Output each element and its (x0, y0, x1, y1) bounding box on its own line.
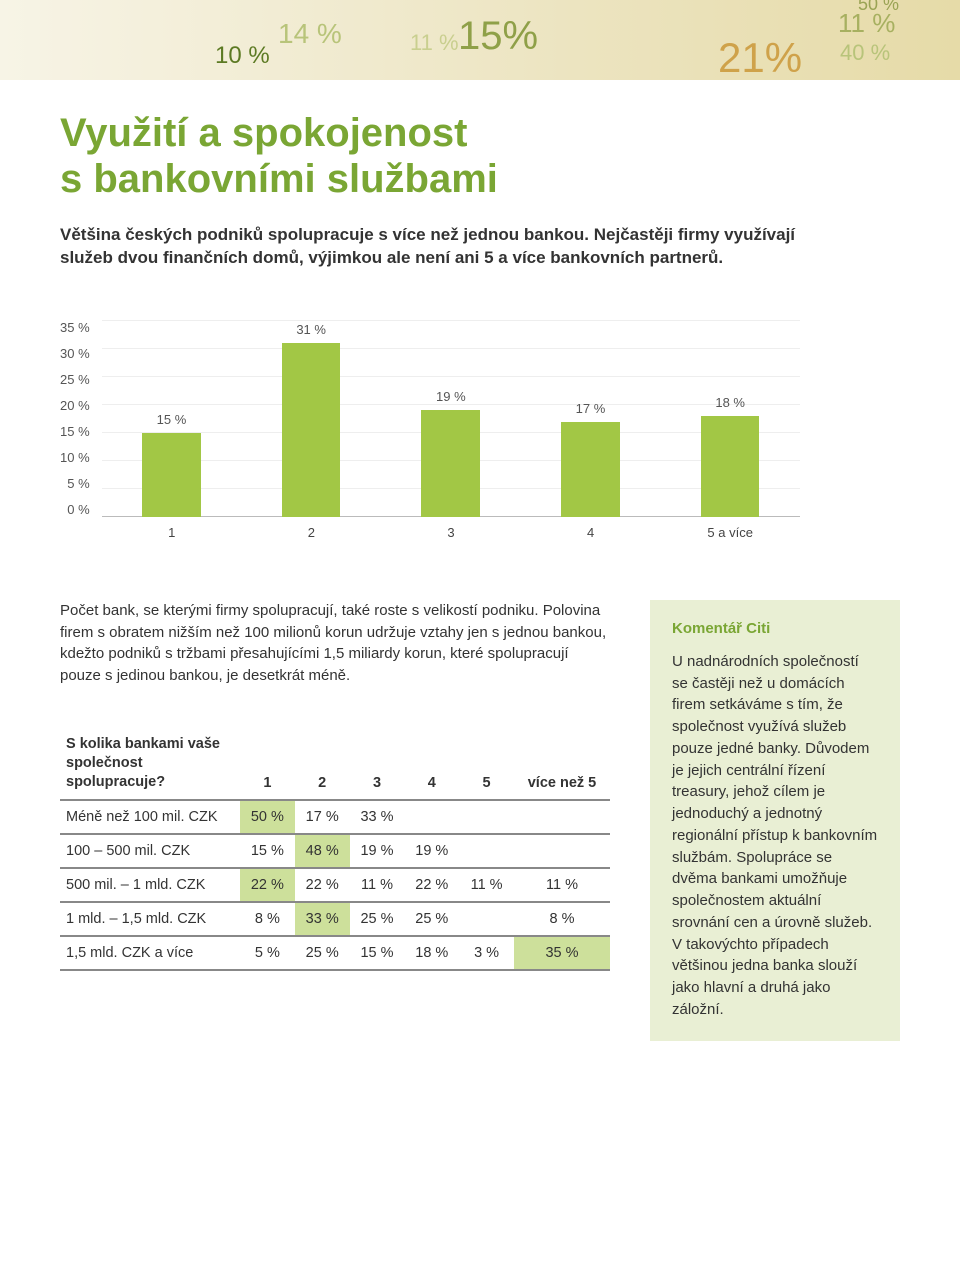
table-cell: 8 % (240, 902, 295, 936)
chart-y-tick: 25 % (60, 372, 90, 387)
table-row-label: 1,5 mld. CZK a více (60, 936, 240, 970)
table-cell: 48 % (295, 834, 350, 868)
table-row-label: 500 mil. – 1 mld. CZK (60, 868, 240, 902)
table-cell (404, 800, 459, 834)
table-cell: 35 % (514, 936, 610, 970)
table-cell: 11 % (350, 868, 405, 902)
chart-y-tick: 20 % (60, 398, 90, 413)
content-columns: Počet bank, se kterými firmy spolupracuj… (60, 600, 900, 1041)
chart-bar-value: 31 % (296, 322, 326, 337)
table-cell: 5 % (240, 936, 295, 970)
chart-x-tick: 3 (381, 525, 521, 540)
chart-bar-value: 19 % (436, 389, 466, 404)
chart-y-tick: 0 % (67, 502, 89, 517)
page-content: Využití a spokojenosts bankovními služba… (0, 80, 960, 1101)
table-cell: 33 % (350, 800, 405, 834)
table-row-label: Méně než 100 mil. CZK (60, 800, 240, 834)
chart-bar-column: 31 % (269, 322, 353, 517)
table-row-label: 1 mld. – 1,5 mld. CZK (60, 902, 240, 936)
chart-bar-column: 15 % (130, 412, 214, 517)
chart-x-tick: 1 (102, 525, 242, 540)
chart-y-tick: 5 % (67, 476, 89, 491)
table-row: 1 mld. – 1,5 mld. CZK8 %33 %25 %25 %8 % (60, 902, 610, 936)
comment-body: U nadnárodních společností se častěji ne… (672, 651, 878, 1021)
table-cell (514, 834, 610, 868)
chart-bar (282, 343, 341, 517)
table-column-header: 2 (295, 727, 350, 801)
table-cell: 18 % (404, 936, 459, 970)
table-cell: 25 % (350, 902, 405, 936)
chart-y-tick: 30 % (60, 346, 90, 361)
table-column-header: více než 5 (514, 727, 610, 801)
table-cell (459, 800, 514, 834)
chart-plot: 15 % 31 % 19 % 17 % 18 % (102, 320, 800, 517)
bar-chart: 35 %30 %25 %20 %15 %10 %5 %0 % 15 %31 %1… (60, 320, 800, 540)
body-paragraph: Počet bank, se kterými firmy spolupracuj… (60, 600, 610, 687)
table-cell (459, 902, 514, 936)
decor-percent: 21% (718, 34, 802, 80)
table-cell: 15 % (240, 834, 295, 868)
chart-y-tick: 10 % (60, 450, 90, 465)
table-cell: 25 % (295, 936, 350, 970)
chart-y-tick: 15 % (60, 424, 90, 439)
chart-bar (142, 433, 201, 517)
table-question: S kolika bankami vaše společnost spolupr… (60, 727, 240, 801)
chart-bar-value: 18 % (715, 395, 745, 410)
chart-bar (421, 410, 480, 516)
chart-bar-column: 18 % (688, 395, 772, 517)
table-column-header: 1 (240, 727, 295, 801)
decor-banner: 10 %14 %11 %15%21%11 %50 %40 % (0, 0, 960, 80)
table-row: 500 mil. – 1 mld. CZK22 %22 %11 %22 %11 … (60, 868, 610, 902)
table-row: 1,5 mld. CZK a více5 %25 %15 %18 %3 %35 … (60, 936, 610, 970)
table-row: Méně než 100 mil. CZK50 %17 %33 % (60, 800, 610, 834)
table-cell: 3 % (459, 936, 514, 970)
comment-box: Komentář Citi U nadnárodních společností… (650, 600, 900, 1041)
table-cell: 19 % (350, 834, 405, 868)
page-title: Využití a spokojenosts bankovními služba… (60, 110, 900, 202)
chart-x-tick: 5 a více (660, 525, 800, 540)
left-column: Počet bank, se kterými firmy spolupracuj… (60, 600, 610, 1041)
lead-paragraph: Většina českých podniků spolupracuje s v… (60, 224, 820, 270)
table-cell: 11 % (514, 868, 610, 902)
chart-bar-value: 17 % (576, 401, 606, 416)
decor-percent: 50 % (858, 0, 899, 15)
table-cell: 15 % (350, 936, 405, 970)
table-cell: 50 % (240, 800, 295, 834)
chart-bar (701, 416, 760, 517)
chart-y-labels: 35 % 30 % 25 % 20 % 15 % 10 % 5 % 0 % (60, 320, 102, 517)
chart-bar (561, 422, 620, 517)
chart-x-labels: 12345 a více (60, 525, 800, 540)
table-cell: 22 % (404, 868, 459, 902)
table-column-header: 4 (404, 727, 459, 801)
chart-bars: 15 % 31 % 19 % 17 % 18 % (102, 320, 800, 517)
table-cell: 17 % (295, 800, 350, 834)
table-cell: 11 % (459, 868, 514, 902)
decor-percent: 14 % (278, 18, 342, 50)
table-cell: 22 % (295, 868, 350, 902)
chart-x-tick: 2 (242, 525, 382, 540)
data-table: S kolika bankami vaše společnost spolupr… (60, 727, 610, 972)
table-cell (514, 800, 610, 834)
decor-percent: 10 % (215, 42, 270, 70)
table-row: 100 – 500 mil. CZK15 %48 %19 %19 % (60, 834, 610, 868)
chart-bar-value: 15 % (157, 412, 187, 427)
chart-y-tick: 35 % (60, 320, 90, 335)
comment-heading: Komentář Citi (672, 620, 878, 637)
table-cell (459, 834, 514, 868)
table-row-label: 100 – 500 mil. CZK (60, 834, 240, 868)
table-cell: 33 % (295, 902, 350, 936)
chart-x-tick: 4 (521, 525, 661, 540)
table-column-header: 5 (459, 727, 514, 801)
chart-bar-column: 19 % (409, 389, 493, 516)
decor-percent: 40 % (840, 40, 890, 66)
table-column-header: 3 (350, 727, 405, 801)
decor-percent: 11 % (410, 30, 459, 56)
table-cell: 22 % (240, 868, 295, 902)
table-header-row: S kolika bankami vaše společnost spolupr… (60, 727, 610, 801)
table-cell: 25 % (404, 902, 459, 936)
table-cell: 19 % (404, 834, 459, 868)
table-cell: 8 % (514, 902, 610, 936)
decor-percent: 15% (458, 14, 538, 59)
chart-bar-column: 17 % (549, 401, 633, 517)
